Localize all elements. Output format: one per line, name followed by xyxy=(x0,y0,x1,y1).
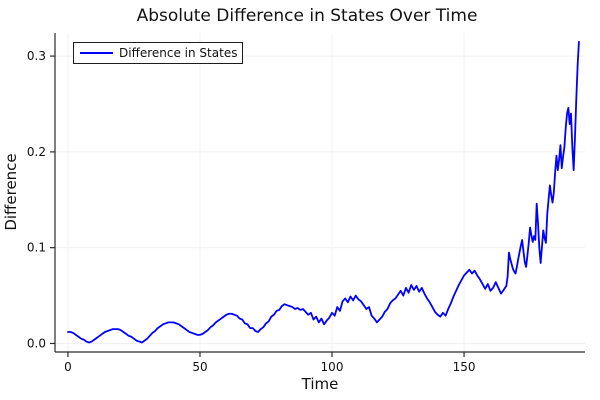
legend: Difference in States xyxy=(73,42,243,64)
y-tick-label: 0.1 xyxy=(27,241,46,255)
legend-entry-label: Difference in States xyxy=(119,46,237,60)
data-series xyxy=(67,40,580,344)
difference-line xyxy=(67,40,580,344)
chart-title: Absolute Difference in States Over Time xyxy=(137,6,478,26)
gridlines xyxy=(55,33,585,352)
y-tick-label: 0.3 xyxy=(27,49,46,63)
y-tick-label: 0.0 xyxy=(27,336,46,350)
x-tick-label: 0 xyxy=(64,360,72,374)
tick-labels: 0 50 100 150 0.0 0.1 0.2 0.3 xyxy=(27,49,476,374)
x-axis-label: Time xyxy=(301,375,339,393)
y-axis-label: Difference xyxy=(2,153,20,230)
x-tick-label: 50 xyxy=(192,360,207,374)
y-tick-label: 0.2 xyxy=(27,145,46,159)
x-tick-label: 150 xyxy=(453,360,476,374)
x-tick-label: 100 xyxy=(321,360,344,374)
legend-box xyxy=(73,42,243,64)
axes xyxy=(50,33,585,357)
